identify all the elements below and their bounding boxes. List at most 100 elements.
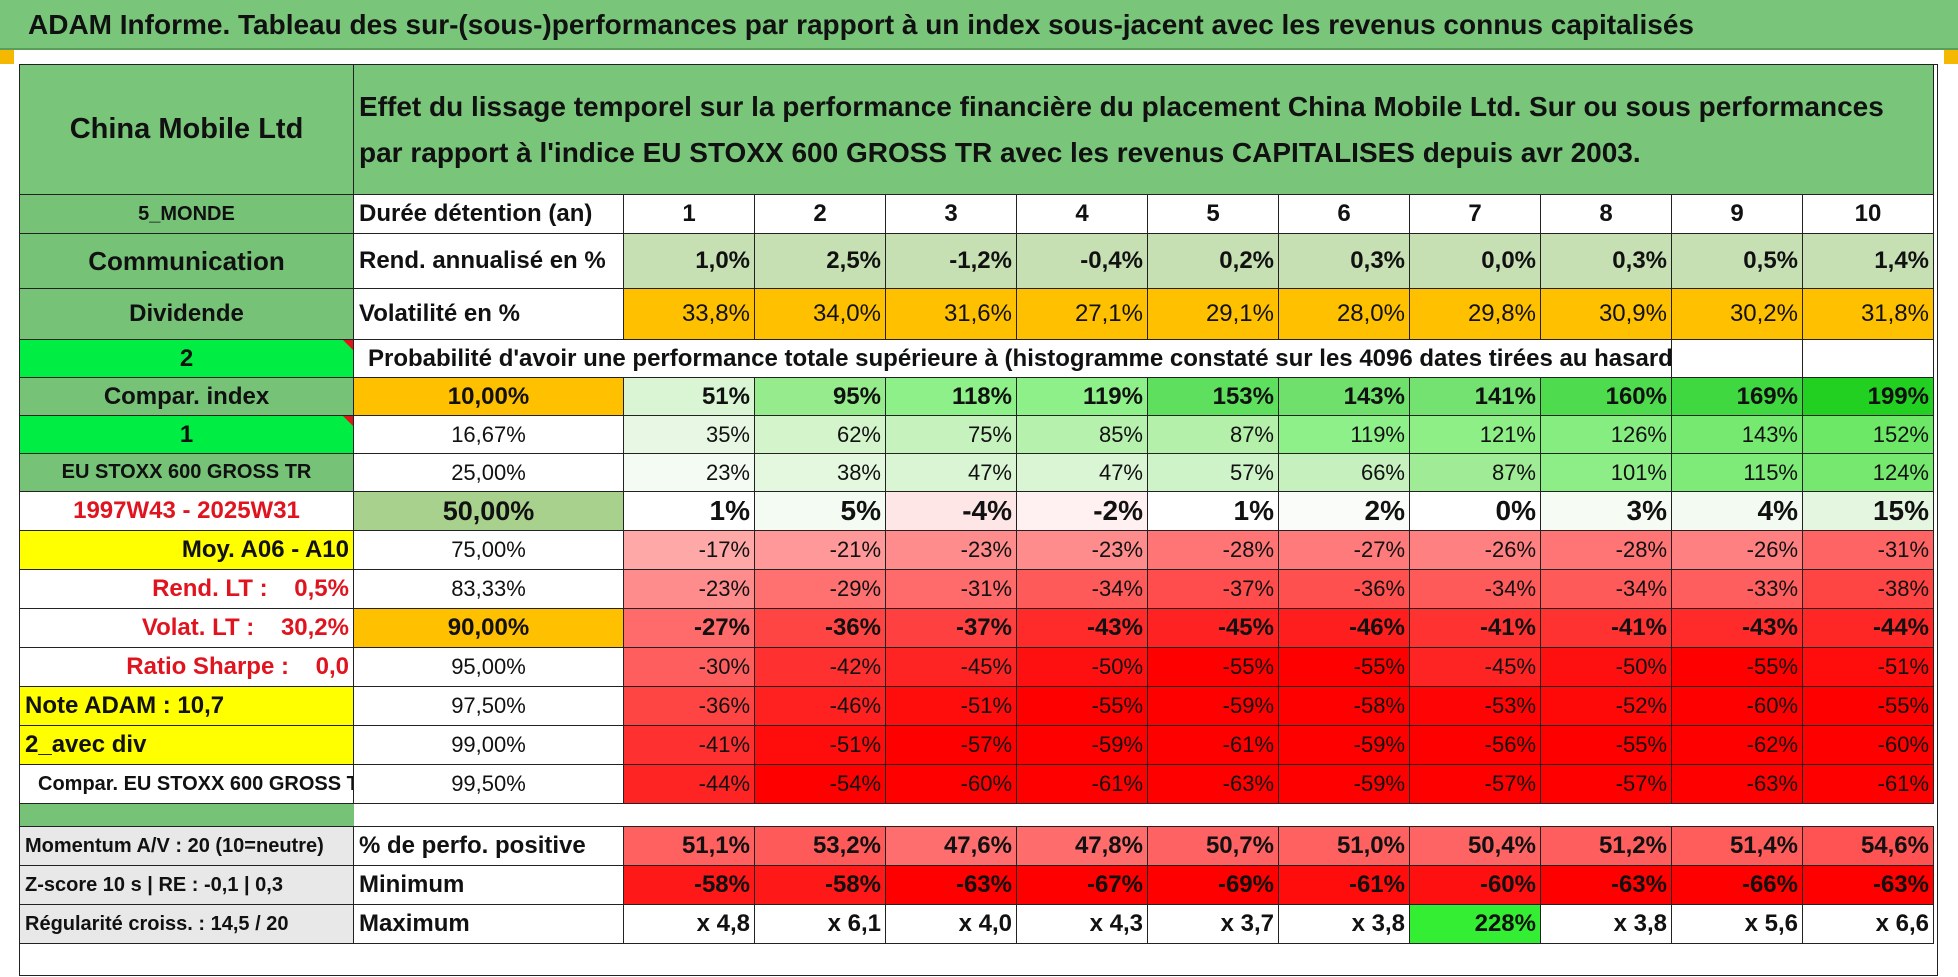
performance-cell: -55% [1279,648,1410,687]
performance-cell: -4% [886,492,1017,531]
minimum-cell: -63% [886,866,1017,905]
year-header-cell: 5 [1148,195,1279,234]
minimum-cell: -63% [1541,866,1672,905]
maximum-cell: x 6,1 [755,905,886,944]
performance-cell: -41% [1541,609,1672,648]
moy-label: Moy. A06 - A10 [20,531,354,570]
performance-cell: -61% [1803,765,1934,804]
performance-cell: 115% [1672,454,1803,492]
performance-cell: 3% [1541,492,1672,531]
performance-cell: -57% [886,726,1017,765]
maximum-cell: x 3,8 [1541,905,1672,944]
performance-cell: -50% [1017,648,1148,687]
pct-positive-cell: 51,4% [1672,827,1803,866]
code-cell[interactable]: 2 [20,340,354,378]
maximum-cell: x 6,6 [1803,905,1934,944]
performance-cell: -43% [1017,609,1148,648]
performance-cell: -28% [1541,531,1672,570]
rendement-cell: 1,0% [624,234,755,289]
performance-cell: 87% [1148,416,1279,454]
performance-cell: -27% [1279,531,1410,570]
performance-cell: -56% [1410,726,1541,765]
pct-positive-cell: 47,6% [886,827,1017,866]
performance-cell: -36% [624,687,755,726]
performance-cell: 143% [1279,378,1410,416]
performance-cell: -21% [755,531,886,570]
performance-cell: 51% [624,378,755,416]
rendement-cell: 0,5% [1672,234,1803,289]
minimum-cell: -61% [1279,866,1410,905]
minimum-cell: -67% [1017,866,1148,905]
performance-cell: -31% [886,570,1017,609]
rendement-cell: 0,0% [1410,234,1541,289]
performance-cell: 5% [755,492,886,531]
performance-cell: -63% [1672,765,1803,804]
performance-cell: 87% [1410,454,1541,492]
performance-cell: -36% [755,609,886,648]
rendement-cell: -1,2% [886,234,1017,289]
volatilite-cell: 28,0% [1279,289,1410,340]
report-title: ADAM Informe. Tableau des sur-(sous-)per… [0,0,1958,50]
performance-cell: -42% [755,648,886,687]
performance-cell: -34% [1541,570,1672,609]
minimum-cell: -58% [755,866,886,905]
performance-cell: -55% [1541,726,1672,765]
pct-positive-cell: 51,1% [624,827,755,866]
percentile-label-cell: 99,50% [354,765,624,804]
performance-cell: -60% [1803,726,1934,765]
minimum-cell: -58% [624,866,755,905]
performance-cell: -41% [1410,609,1541,648]
performance-cell: 121% [1410,416,1541,454]
year-header-cell: 3 [886,195,1017,234]
pct-positive-cell: 50,7% [1148,827,1279,866]
year-header-cell: 6 [1279,195,1410,234]
rend-lt-label: Rend. LT : 0,5% [20,570,354,609]
performance-cell: -27% [624,609,755,648]
performance-cell: -59% [1017,726,1148,765]
performance-cell: -23% [1017,531,1148,570]
dividend-label: Dividende [20,289,354,340]
region-label: 5_MONDE [20,195,354,234]
performance-cell: -44% [1803,609,1934,648]
performance-cell: 57% [1148,454,1279,492]
year-header-cell: 4 [1017,195,1148,234]
rendement-cell: 1,4% [1803,234,1934,289]
percentile-label-cell: 50,00% [354,492,624,531]
regularite-label: Régularité croiss. : 14,5 / 20 [20,905,354,944]
performance-cell: -55% [1803,687,1934,726]
performance-cell: 153% [1148,378,1279,416]
maximum-label: Maximum [354,905,624,944]
performance-cell: -60% [1672,687,1803,726]
ratio-sharpe-label: Ratio Sharpe : 0,0 [20,648,354,687]
performance-cell: -28% [1148,531,1279,570]
performance-cell: 62% [755,416,886,454]
performance-table: China Mobile Ltd Effet du lissage tempor… [19,64,1938,976]
performance-cell: -55% [1672,648,1803,687]
performance-cell: 1% [1148,492,1279,531]
performance-cell: 160% [1541,378,1672,416]
performance-cell: -31% [1803,531,1934,570]
performance-cell: -23% [886,531,1017,570]
performance-cell: -26% [1672,531,1803,570]
minimum-cell: -63% [1803,866,1934,905]
year-header-cell: 1 [624,195,755,234]
year-header-cell: 8 [1541,195,1672,234]
maximum-cell: x 4,8 [624,905,755,944]
performance-cell: -57% [1410,765,1541,804]
performance-cell: -37% [1148,570,1279,609]
performance-cell: -51% [1803,648,1934,687]
volatilite-cell: 30,9% [1541,289,1672,340]
corner-marker-left [0,50,14,64]
performance-cell: -37% [886,609,1017,648]
percentile-label-cell: 90,00% [354,609,624,648]
performance-cell: -43% [1672,609,1803,648]
performance-cell: -46% [755,687,886,726]
performance-cell: -45% [886,648,1017,687]
pct-positive-cell: 51,2% [1541,827,1672,866]
performance-cell: -29% [755,570,886,609]
performance-cell: -30% [624,648,755,687]
performance-cell: -59% [1148,687,1279,726]
volatilite-cell: 29,1% [1148,289,1279,340]
performance-cell: 126% [1541,416,1672,454]
index-number-cell[interactable]: 1 [20,416,354,454]
